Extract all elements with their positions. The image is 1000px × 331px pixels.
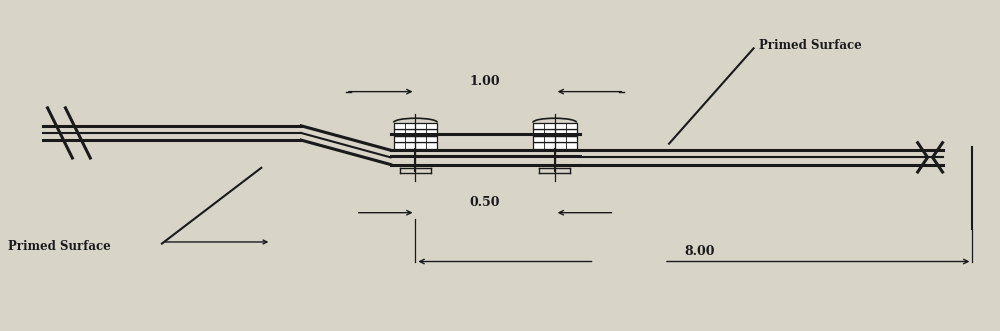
Text: 1.00: 1.00 bbox=[470, 75, 500, 88]
Bar bbox=[394, 142, 437, 149]
Bar bbox=[533, 122, 577, 129]
Text: 0.50: 0.50 bbox=[470, 196, 500, 210]
Bar bbox=[533, 129, 577, 136]
Bar bbox=[394, 122, 437, 129]
Text: Primed Surface: Primed Surface bbox=[8, 240, 110, 253]
Bar bbox=[394, 129, 437, 136]
Bar bbox=[533, 136, 577, 142]
Text: Primed Surface: Primed Surface bbox=[759, 39, 861, 52]
Bar bbox=[533, 142, 577, 149]
Bar bbox=[394, 136, 437, 142]
Text: 8.00: 8.00 bbox=[684, 245, 714, 258]
